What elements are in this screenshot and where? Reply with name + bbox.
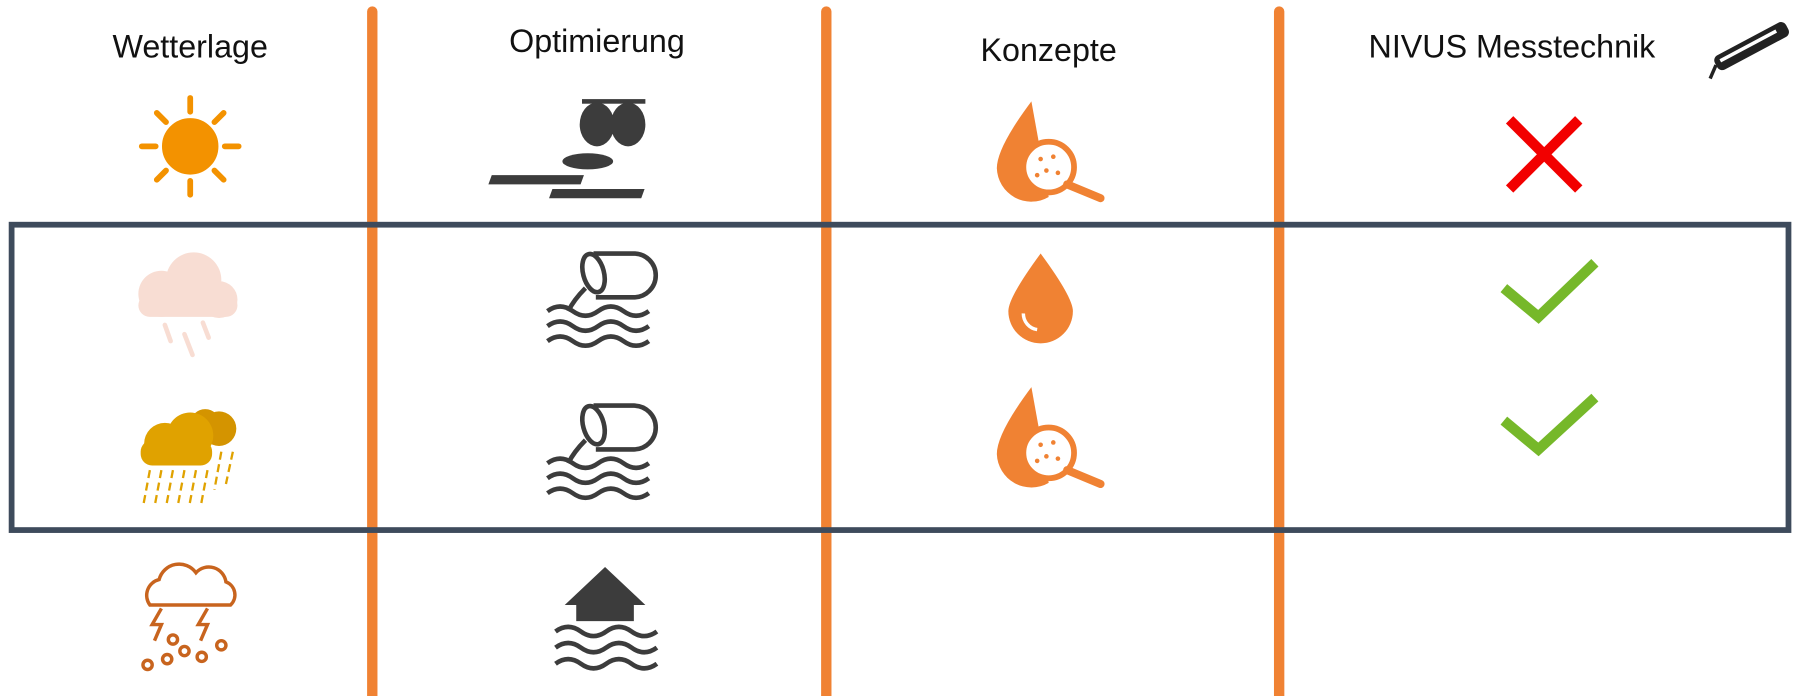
flood-icon — [554, 566, 659, 671]
dividers — [367, 6, 1285, 696]
check-icon — [1500, 258, 1599, 324]
probe-icon — [1708, 22, 1789, 80]
drop-search-icon — [996, 387, 1105, 489]
drop-search-icon — [996, 101, 1105, 203]
column-header: Konzepte — [981, 32, 1117, 68]
light-rain-icon — [138, 252, 238, 358]
cross-icon — [1505, 116, 1583, 193]
check-icon — [1500, 393, 1599, 457]
outflow-icon — [546, 251, 659, 348]
heavy-rain-icon — [140, 409, 237, 508]
highlight-box — [8, 221, 1792, 533]
column-header: Optimierung — [509, 23, 685, 59]
storage-icon — [488, 99, 646, 199]
column-header: Wetterlage — [113, 29, 268, 65]
drop-icon — [1008, 253, 1073, 344]
storm-icon — [141, 562, 237, 672]
column-header: NIVUS Messtechnik — [1369, 29, 1657, 65]
outflow-icon — [546, 403, 659, 501]
sun-icon — [138, 95, 242, 198]
